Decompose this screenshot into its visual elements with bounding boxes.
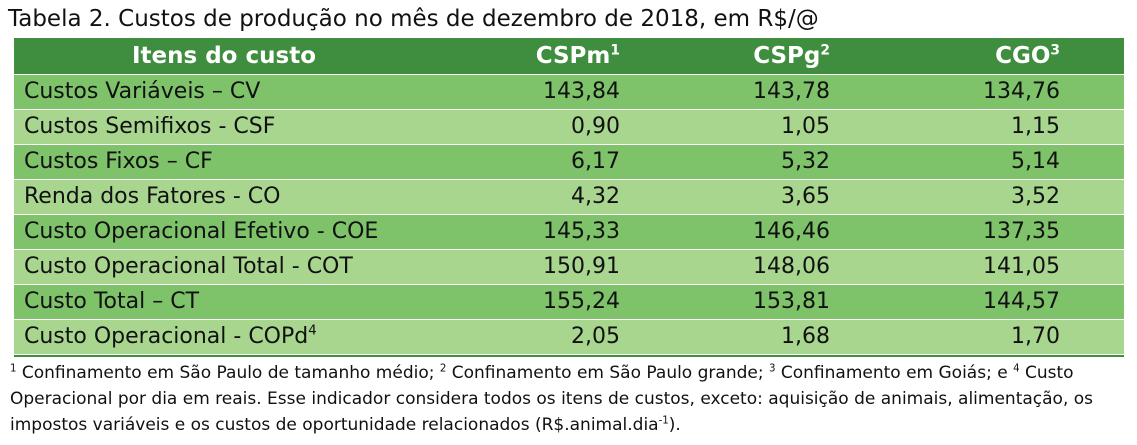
footnote-sup-4: 4 <box>1013 363 1020 375</box>
row-label: Renda dos Fatores - CO <box>14 179 434 215</box>
cell-cspg: 146,46 <box>684 214 894 250</box>
table-caption: Tabela 2. Custos de produção no mês de d… <box>8 6 819 32</box>
table-row: Custos Fixos – CF 6,17 5,32 5,14 <box>14 144 1124 180</box>
cell-cspg: 153,81 <box>684 284 894 320</box>
cell-cgo: 137,35 <box>894 214 1124 250</box>
footnote: 1 Confinamento em São Paulo de tamanho m… <box>10 360 1130 438</box>
footnote-text-3: Confinamento em Goiás; e <box>775 363 1014 383</box>
row-label-text: Custos Semifixos - CSF <box>24 114 276 139</box>
cell-cgo: 141,05 <box>894 249 1124 285</box>
row-label: Custo Operacional Efetivo - COE <box>14 214 434 250</box>
header-cgo: CGO3 <box>894 38 1124 75</box>
row-label-text: Custo Total – CT <box>24 289 200 314</box>
table-row: Custo Total – CT 155,24 153,81 144,57 <box>14 284 1124 320</box>
table-row: Custo Operacional Efetivo - COE 145,33 146… <box>14 214 1124 250</box>
table-row: Custos Variáveis – CV 143,84 143,78 134,76 <box>14 74 1124 110</box>
row-label: Custos Fixos – CF <box>14 144 434 180</box>
header-cspm: CSPm1 <box>434 38 684 75</box>
cell-cspm: 143,84 <box>434 74 684 110</box>
table-bottom-rule <box>14 355 1124 357</box>
footnote-text-5: ). <box>668 415 681 435</box>
header-cspg-sup: 2 <box>820 42 830 59</box>
row-label-text: Custos Fixos – CF <box>24 149 213 174</box>
header-cgo-sup: 3 <box>1050 42 1060 59</box>
table-header-row: Itens do custo CSPm1 CSPg2 CGO3 <box>14 38 1124 75</box>
cell-cspg: 5,32 <box>684 144 894 180</box>
row-label: Custo Operacional Total - COT <box>14 249 434 285</box>
cell-cspm: 2,05 <box>434 319 684 354</box>
cell-cspg: 148,06 <box>684 249 894 285</box>
header-cspg: CSPg2 <box>684 38 894 75</box>
footnote-text-4: Custo Operacional por dia em reais. Esse… <box>10 363 1094 435</box>
cell-cspm: 6,17 <box>434 144 684 180</box>
row-label: Custo Operacional - COPd4 <box>14 319 434 354</box>
cell-cspg: 3,65 <box>684 179 894 215</box>
table-row: Custo Operacional Total - COT 150,91 148,0… <box>14 249 1124 285</box>
cell-cgo: 1,70 <box>894 319 1124 354</box>
cell-cspm: 4,32 <box>434 179 684 215</box>
cell-cgo: 3,52 <box>894 179 1124 215</box>
header-cspm-sup: 1 <box>610 42 620 59</box>
cell-cspm: 155,24 <box>434 284 684 320</box>
table-row: Custo Operacional - COPd4 2,05 1,68 1,70 <box>14 319 1124 354</box>
cell-cgo: 144,57 <box>894 284 1124 320</box>
cell-cspm: 150,91 <box>434 249 684 285</box>
cell-cspm: 0,90 <box>434 109 684 145</box>
row-label-sup: 4 <box>308 323 317 339</box>
row-label-text: Custo Operacional Efetivo - COE <box>24 219 379 244</box>
row-label-text: Custo Operacional - COPd <box>24 324 309 349</box>
row-label-text: Renda dos Fatores - CO <box>24 184 281 209</box>
cell-cspg: 143,78 <box>684 74 894 110</box>
row-label: Custos Semifixos - CSF <box>14 109 434 145</box>
footnote-text-1: Confinamento em São Paulo de tamanho méd… <box>16 363 440 383</box>
footnote-text-2: Confinamento em São Paulo grande; <box>446 363 769 383</box>
header-items: Itens do custo <box>132 43 316 69</box>
footnote-sup-5: -1 <box>658 415 669 427</box>
footnote-sup-1: 1 <box>10 363 17 375</box>
header-cgo-label: CGO <box>995 43 1051 69</box>
footnote-sup-2: 2 <box>439 363 447 375</box>
cost-table: Itens do custo CSPm1 CSPg2 CGO3 Custos V… <box>14 38 1124 354</box>
row-label-text: Custos Variáveis – CV <box>24 79 261 104</box>
footnote-sup-3: 3 <box>768 363 776 375</box>
cell-cspg: 1,05 <box>684 109 894 145</box>
header-cspg-label: CSPg <box>753 43 821 69</box>
cell-cgo: 134,76 <box>894 74 1124 110</box>
header-cspm-label: CSPm <box>535 43 611 69</box>
cell-cspg: 1,68 <box>684 319 894 354</box>
cell-cgo: 5,14 <box>894 144 1124 180</box>
row-label: Custo Total – CT <box>14 284 434 320</box>
row-label-text: Custo Operacional Total - COT <box>24 254 353 279</box>
table-row: Renda dos Fatores - CO 4,32 3,65 3,52 <box>14 179 1124 215</box>
row-label: Custos Variáveis – CV <box>14 74 434 110</box>
table-row: Custos Semifixos - CSF 0,90 1,05 1,15 <box>14 109 1124 145</box>
cell-cgo: 1,15 <box>894 109 1124 145</box>
cell-cspm: 145,33 <box>434 214 684 250</box>
